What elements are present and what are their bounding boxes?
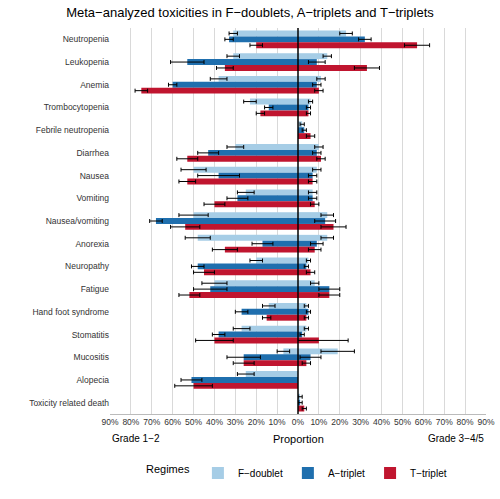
- svg-text:90%: 90%: [477, 417, 494, 427]
- svg-text:T−triplet: T−triplet: [410, 468, 447, 479]
- svg-text:Proportion: Proportion: [273, 433, 324, 445]
- svg-text:40%: 40%: [206, 417, 223, 427]
- svg-text:0%: 0%: [292, 417, 305, 427]
- svg-text:F−doublet: F−doublet: [238, 468, 283, 479]
- svg-text:Trombocytopenia: Trombocytopenia: [44, 102, 110, 112]
- svg-text:Regimes: Regimes: [146, 463, 190, 475]
- svg-text:60%: 60%: [415, 417, 432, 427]
- svg-text:10%: 10%: [310, 417, 327, 427]
- svg-text:30%: 30%: [227, 417, 244, 427]
- svg-text:Nausea: Nausea: [80, 171, 110, 181]
- svg-text:Anorexia: Anorexia: [75, 239, 109, 249]
- svg-text:Grade 1−2: Grade 1−2: [112, 433, 160, 444]
- svg-text:Stomatitis: Stomatitis: [72, 330, 109, 340]
- svg-text:40%: 40%: [373, 417, 390, 427]
- svg-text:60%: 60%: [164, 417, 181, 427]
- svg-text:Febrile neutropenia: Febrile neutropenia: [36, 125, 110, 135]
- svg-text:Diarrhea: Diarrhea: [76, 148, 109, 158]
- svg-text:Alopecia: Alopecia: [76, 375, 109, 385]
- svg-text:Fatigue: Fatigue: [81, 284, 110, 294]
- svg-text:20%: 20%: [248, 417, 265, 427]
- svg-text:Leukopenia: Leukopenia: [65, 57, 109, 67]
- svg-text:50%: 50%: [394, 417, 411, 427]
- svg-text:70%: 70%: [436, 417, 453, 427]
- svg-text:Nausea/vomiting: Nausea/vomiting: [46, 216, 110, 226]
- svg-text:30%: 30%: [352, 417, 369, 427]
- svg-text:50%: 50%: [185, 417, 202, 427]
- svg-text:90%: 90%: [101, 417, 118, 427]
- svg-text:20%: 20%: [331, 417, 348, 427]
- svg-text:A−triplet: A−triplet: [328, 468, 365, 479]
- svg-text:Hand foot syndrome: Hand foot syndrome: [32, 307, 109, 317]
- svg-text:Neuropathy: Neuropathy: [65, 261, 110, 271]
- svg-text:10%: 10%: [269, 417, 286, 427]
- svg-text:Mucositis: Mucositis: [74, 352, 109, 362]
- svg-text:Neutropenia: Neutropenia: [63, 34, 110, 44]
- svg-text:Vomiting: Vomiting: [76, 193, 109, 203]
- svg-text:Grade 3−4/5: Grade 3−4/5: [428, 433, 484, 444]
- svg-text:Meta−analyzed toxicities in F−: Meta−analyzed toxicities in F−doublets, …: [66, 5, 434, 20]
- svg-text:Toxicity related death: Toxicity related death: [29, 398, 109, 408]
- svg-text:70%: 70%: [143, 417, 160, 427]
- svg-text:80%: 80%: [122, 417, 139, 427]
- svg-text:80%: 80%: [457, 417, 474, 427]
- svg-text:Anemia: Anemia: [80, 80, 109, 90]
